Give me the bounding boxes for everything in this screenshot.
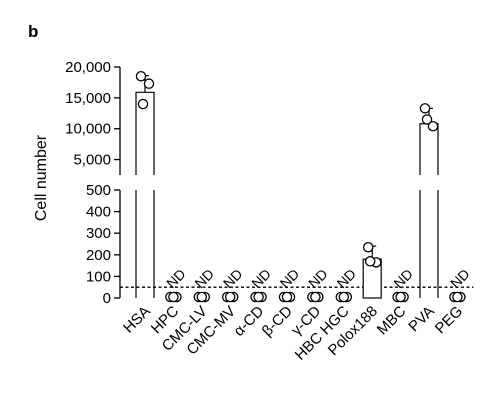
data-point xyxy=(421,114,433,125)
data-point xyxy=(143,78,155,89)
y-tick-label: 500 xyxy=(86,182,111,199)
y-tick-label: 200 xyxy=(86,247,111,264)
y-axis-label: Cell number xyxy=(33,134,50,221)
data-point xyxy=(224,291,236,303)
y-tick-label: 0 xyxy=(103,290,111,307)
y-tick-label: 20,000 xyxy=(65,59,111,76)
data-point xyxy=(427,120,439,132)
y-tick-label: 400 xyxy=(86,204,111,221)
data-point xyxy=(253,291,264,303)
y-tick-label: 100 xyxy=(86,268,111,285)
axes: 5,000 10,000 15,000 20,000 0 100 200 300 400 500 xyxy=(65,59,121,307)
data-point xyxy=(338,291,350,303)
data-point xyxy=(137,98,149,110)
data-point xyxy=(310,291,321,303)
data-point xyxy=(452,291,463,303)
data-point xyxy=(419,103,431,114)
y-tick-label: 5,000 xyxy=(73,152,111,169)
data-point xyxy=(135,71,147,82)
category-label: HSA xyxy=(120,303,154,337)
panel-label: b xyxy=(28,22,38,41)
bars xyxy=(135,75,439,299)
y-tick-label: 10,000 xyxy=(65,121,111,138)
category-label: MBC xyxy=(374,303,410,339)
data-point xyxy=(395,291,406,303)
nd-label: ND xyxy=(191,266,217,292)
bar-lower xyxy=(135,190,155,298)
data-point xyxy=(281,291,293,303)
bar-upper xyxy=(419,123,439,175)
data-point xyxy=(362,241,374,253)
data-points xyxy=(135,71,466,303)
category-label: β-CD xyxy=(259,303,296,340)
data-point xyxy=(364,256,376,267)
data-point xyxy=(168,291,179,303)
bar-lower xyxy=(419,190,439,298)
category-label: PVA xyxy=(405,303,437,335)
y-tick-label: 15,000 xyxy=(65,90,111,107)
y-tick-label: 300 xyxy=(86,225,111,242)
data-point xyxy=(196,291,208,303)
category-label: α-CD xyxy=(230,303,267,340)
bar-upper xyxy=(135,91,155,175)
category-label: PEG xyxy=(432,303,466,337)
